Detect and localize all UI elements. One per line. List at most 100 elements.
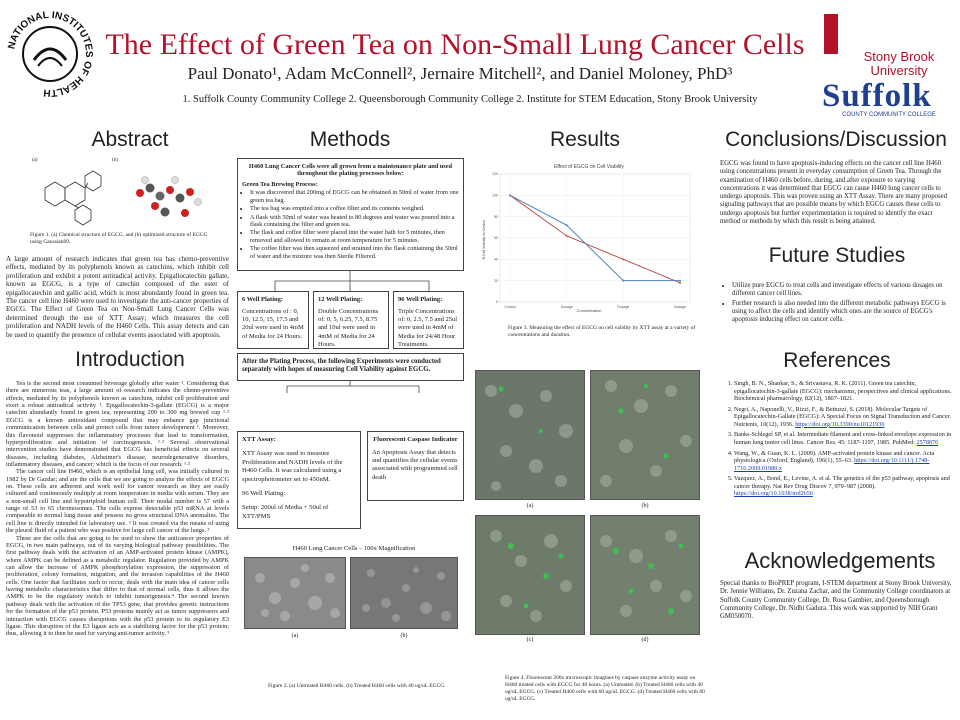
cell-texture-icon (600, 380, 692, 487)
brewing-process-title: Green Tea Brewing Process: (242, 180, 318, 188)
intro-paragraph: Tea is the second most consumed beverage… (6, 380, 229, 468)
fig2-label-a: (a) (291, 633, 299, 639)
egcg-figure: (a) (b) (30, 158, 220, 230)
untreated-cells-image (244, 557, 346, 629)
chart-ytick-label: 40 (494, 258, 498, 262)
reference-link[interactable]: https://doi.org/10.1038/nrd2656 (734, 490, 813, 498)
chart-xtick-label: Control (504, 305, 516, 309)
reference-link[interactable]: 2578876 (916, 438, 939, 446)
fig2-caption: Figure 2. (a) Untreated H460 cells. (b) … (268, 683, 446, 689)
reference-item: Singh, B. N., Shankar, S., & Srivastava,… (734, 380, 952, 403)
micro-image-c (475, 515, 585, 635)
svg-text:NATIONAL INSTITUTES OF HEALTH: NATIONAL INSTITUTES OF HEALTH (6, 10, 94, 98)
plating-12-title: 12 Well Plating: (318, 296, 363, 303)
list-item: The flask and coffee filter were placed … (250, 229, 459, 244)
list-item: Further research is also needed into the… (732, 300, 952, 325)
references-list: Singh, B. N., Shankar, S., & Srivastava,… (720, 380, 952, 501)
xtt-text: XTT Assay was used to measure Proliferat… (242, 450, 343, 483)
sbu-flag-icon (824, 14, 838, 54)
experiment-connectors (286, 381, 420, 393)
chart-point (565, 224, 568, 227)
plating-96-title: 96 Well Plating: (398, 296, 443, 303)
references-heading: References (783, 349, 891, 372)
results-heading: Results (549, 128, 621, 151)
chart-point (679, 281, 681, 284)
methods-heading: Methods (309, 128, 391, 151)
chart-point (509, 194, 511, 197)
brewing-steps: It was discovered that 200mg of EGCG can… (242, 189, 459, 260)
abstract-heading: Abstract (91, 128, 169, 151)
nih-logo: NATIONAL INSTITUTES OF HEALTH (4, 8, 96, 100)
fig2-label-b: (b) (400, 633, 408, 639)
chart-ytick-label: 0 (496, 300, 498, 304)
list-item: The coffee filter was then squeezed and … (250, 245, 459, 260)
authors: Paul Donato¹, Adam McConnell², Jernaire … (187, 64, 733, 83)
chart-xtick-label: Dosage (561, 305, 573, 309)
plating-12-box: 12 Well Plating: Double Concentrations o… (313, 291, 389, 349)
fig4-label-d: (d) (641, 637, 649, 643)
chart-ytick-label: 80 (494, 215, 498, 219)
cells-figure-title: H460 Lung Cancer Cells – 100x Magnificat… (292, 545, 416, 552)
caspase-text: An Apoptosis Assay that detects and quan… (372, 449, 458, 481)
reference-item: Banks-Schlegel SP, et al. Intermediate f… (734, 431, 952, 446)
plating-12-text: Double Concentrations of: 0, 5, 6.25, 7.… (318, 308, 379, 348)
chart-point (622, 258, 625, 261)
affiliations: 1. Suffolk County Community College 2. Q… (182, 94, 758, 105)
conclusions-text: EGCG was found to have apoptosis-inducin… (720, 160, 948, 225)
fig3-caption: Figure 3. Measuring the effect of EGCG o… (508, 325, 696, 338)
reference-text: Singh, B. N., Shankar, S., & Srivastava,… (734, 380, 952, 403)
reference-link[interactable]: https://doi.org/10.1111/j.1748-1716.2009… (734, 457, 930, 472)
chart-ytick-label: 60 (494, 236, 498, 240)
fig1-caption: Figure 1. (a) Chemical structure of EGCG… (30, 232, 208, 245)
methods-connectors (274, 271, 430, 291)
intro-paragraph: These are the cells that are going to be… (6, 534, 229, 638)
acknowledgements-heading: Acknowledgements (744, 548, 936, 573)
fig4-caption: Figure 4. Fluorescent 200x microscopic i… (505, 675, 705, 702)
future-list: Utilize pure EGCG to treat cells and inv… (720, 282, 952, 325)
chart-xtick-label: Dosage (674, 305, 686, 309)
chart-series-line (509, 194, 680, 282)
chart-ytick-label: 20 (494, 279, 498, 283)
plating-6-title: 6 Well Plating: (242, 296, 284, 303)
acknowledgements-text: Special thanks to BioPREP program, I-STE… (720, 580, 952, 621)
micro-image-b (590, 370, 700, 500)
reference-text: Negri, A., Naponelli, V., Rizzi, F., & B… (734, 405, 951, 428)
cell-texture-icon (600, 530, 692, 617)
chart-title: Effect of EGCG on Cell Viability (554, 164, 624, 170)
chart-ylabel: % Cell Viability vs Control (482, 220, 486, 260)
list-item: A flask with 50ml of water was heated to… (250, 214, 459, 229)
reference-link[interactable]: https://doi.org/10.3390/nu10121936 (795, 420, 885, 428)
reference-item: Vazquez, A., Bond, E., Levine, A. et al.… (734, 475, 952, 498)
chart-series-line (509, 194, 681, 284)
cell-texture-icon (485, 385, 573, 491)
cell-texture-icon (490, 530, 572, 622)
chart-ytick-label: 120 (492, 172, 498, 176)
plating-6-box: 6 Well Plating: Concentrations of : 0, 1… (237, 291, 309, 349)
reference-item: Wang, W., & Guan, K. L. (2009). AMP-acti… (734, 450, 952, 473)
chart-point (679, 279, 681, 282)
xtt-setup-title: 96 Well Plating: (242, 489, 286, 497)
xtt-title: XTT Assay: (242, 436, 276, 443)
brewing-box-heading: H460 Lung Cancer Cells were all grown fr… (248, 163, 453, 178)
fig1-label-a: (a) (32, 158, 38, 163)
egcg-structure-icon (44, 170, 202, 226)
conclusions-heading: Conclusions/Discussion (725, 128, 947, 151)
institution-logos: Stony Brook University Suffolk COUNTY CO… (818, 10, 958, 120)
reference-text: Banks-Schlegel SP, et al. Intermediate f… (734, 431, 952, 446)
suffolk-logo-subtext: COUNTY COMMUNITY COLLEGE (842, 112, 936, 118)
cell-texture-icon (362, 567, 451, 622)
caspase-title: Fluorescent Caspase Indicator (373, 436, 458, 443)
treated-cells-image (350, 557, 458, 629)
fig4-label-b: (b) (641, 503, 649, 509)
micro-image-a (475, 370, 585, 500)
suffolk-logo-text: Suffolk (822, 78, 932, 114)
reference-text: Vazquez, A., Bond, E., Levine, A. et al.… (734, 475, 950, 490)
fig4-label-c: (c) (526, 637, 534, 643)
chart-ytick-label: 100 (492, 194, 498, 198)
nih-logo-text: NATIONAL INSTITUTES OF HEALTH (6, 10, 94, 98)
after-plating-box: After the Plating Process, the following… (237, 353, 464, 381)
poster-title: The Effect of Green Tea on Non-Small Lun… (105, 28, 805, 61)
plating-96-box: 96 Well Plating: Triple Concentrations o… (393, 291, 464, 349)
sbu-logo-text: Stony Brook University (863, 49, 935, 78)
chart-xtick-label: Dosage (617, 305, 629, 309)
